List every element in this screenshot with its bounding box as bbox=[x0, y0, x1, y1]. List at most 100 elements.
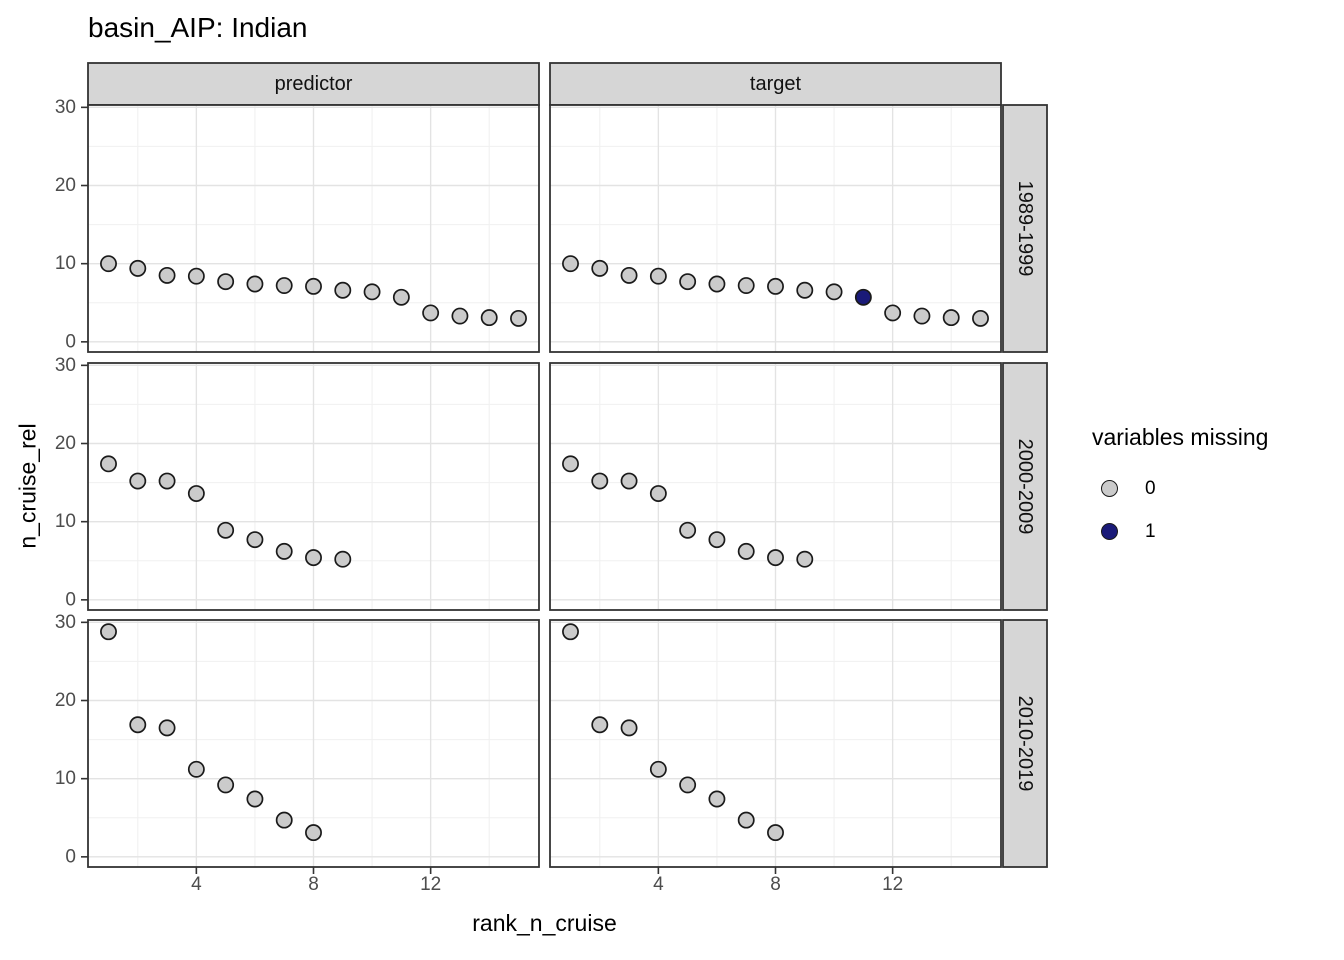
y-tick-label: 10 bbox=[55, 511, 76, 532]
data-point bbox=[275, 542, 293, 560]
y-tick-label: 0 bbox=[65, 331, 76, 352]
data-point bbox=[217, 776, 235, 794]
y-tick-label: 30 bbox=[55, 355, 76, 376]
facet-strip-row: 2010-2019 bbox=[1002, 619, 1048, 868]
y-tick-label: 0 bbox=[65, 589, 76, 610]
data-point bbox=[708, 275, 726, 293]
data-point bbox=[679, 776, 697, 794]
y-tick-label: 10 bbox=[55, 768, 76, 789]
data-point bbox=[158, 719, 176, 737]
facet-strip-col: predictor bbox=[87, 62, 540, 106]
data-point bbox=[708, 531, 726, 549]
data-point bbox=[187, 267, 205, 285]
panel-border bbox=[549, 362, 1002, 611]
data-point bbox=[562, 623, 579, 641]
panel-border bbox=[549, 104, 1002, 353]
data-point bbox=[158, 472, 176, 490]
facet-panel-predictor-1989-1999 bbox=[87, 104, 540, 353]
facet-panel-predictor-2010-2019 bbox=[87, 619, 540, 868]
data-point bbox=[649, 485, 667, 502]
y-tick-label: 30 bbox=[55, 612, 76, 633]
facet-strip-row: 1989-1999 bbox=[1002, 104, 1048, 353]
data-point bbox=[129, 472, 147, 490]
data-point bbox=[187, 760, 205, 778]
data-point bbox=[972, 309, 989, 327]
data-point bbox=[305, 549, 322, 567]
facet-panel-predictor-2000-2009 bbox=[87, 362, 540, 611]
legend-key-circle-icon bbox=[1101, 480, 1118, 497]
y-tick-label: 20 bbox=[55, 690, 76, 711]
facet-panel-target-1989-1999 bbox=[549, 104, 1002, 353]
legend-item-label: 1 bbox=[1145, 520, 1156, 542]
data-point bbox=[737, 277, 755, 295]
data-point bbox=[913, 307, 931, 325]
data-point bbox=[620, 266, 638, 284]
data-point bbox=[100, 623, 117, 641]
data-point bbox=[737, 811, 755, 829]
x-axis-title: rank_n_cruise bbox=[472, 910, 617, 936]
data-point bbox=[591, 472, 609, 490]
data-point bbox=[679, 521, 697, 539]
data-point bbox=[480, 309, 498, 327]
data-point bbox=[796, 550, 814, 568]
legend-item: 0 bbox=[1092, 467, 1268, 510]
facet-strip-row-label: 1989-1999 bbox=[1014, 181, 1036, 277]
facet-strip-row: 2000-2009 bbox=[1002, 362, 1048, 611]
data-point bbox=[591, 259, 609, 277]
data-point bbox=[649, 267, 667, 285]
plot-title: basin_AIP: Indian bbox=[88, 12, 308, 43]
data-point bbox=[854, 288, 872, 306]
data-point bbox=[246, 275, 264, 293]
x-tick-label: 12 bbox=[420, 874, 441, 895]
facet-strip-row-label: 2010-2019 bbox=[1014, 696, 1036, 792]
data-point bbox=[129, 716, 147, 734]
data-point bbox=[679, 273, 697, 291]
x-tick-label: 12 bbox=[882, 874, 903, 895]
facet-strip-row-label: 2000-2009 bbox=[1014, 439, 1036, 535]
data-point bbox=[129, 259, 147, 277]
data-point bbox=[451, 307, 469, 325]
y-tick-label: 10 bbox=[55, 253, 76, 274]
data-point bbox=[825, 283, 843, 301]
data-point bbox=[510, 309, 527, 327]
data-point bbox=[620, 719, 638, 737]
data-point bbox=[363, 283, 381, 301]
data-point bbox=[158, 266, 176, 284]
data-point bbox=[217, 521, 235, 539]
panel-border bbox=[87, 104, 540, 353]
legend-key-circle-icon bbox=[1101, 523, 1118, 540]
data-point bbox=[767, 549, 784, 567]
panel-border bbox=[87, 362, 540, 611]
data-point bbox=[562, 455, 579, 473]
data-point bbox=[422, 304, 440, 322]
y-tick-label: 20 bbox=[55, 175, 76, 196]
data-point bbox=[100, 255, 117, 273]
data-point bbox=[737, 542, 755, 560]
facet-panel-target-2000-2009 bbox=[549, 362, 1002, 611]
y-tick-label: 30 bbox=[55, 97, 76, 118]
facet-panel-target-2010-2019 bbox=[549, 619, 1002, 868]
facet-strip-col-label: predictor bbox=[275, 73, 353, 95]
data-point bbox=[649, 760, 667, 778]
y-tick-label: 20 bbox=[55, 433, 76, 454]
data-point bbox=[100, 455, 117, 473]
x-tick-label: 4 bbox=[653, 874, 664, 895]
data-point bbox=[246, 790, 264, 808]
data-point bbox=[767, 824, 784, 842]
data-point bbox=[305, 824, 322, 842]
facet-strip-col-label: target bbox=[750, 73, 802, 95]
y-axis-title: n_cruise_rel bbox=[14, 423, 41, 549]
data-point bbox=[334, 550, 352, 568]
data-point bbox=[591, 716, 609, 734]
x-tick-label: 4 bbox=[191, 874, 202, 895]
data-point bbox=[187, 485, 205, 502]
legend-title: variables missing bbox=[1092, 424, 1269, 450]
data-point bbox=[305, 277, 322, 295]
data-point bbox=[884, 304, 902, 322]
data-point bbox=[217, 273, 235, 291]
facet-strip-col: target bbox=[549, 62, 1002, 106]
data-point bbox=[275, 811, 293, 829]
